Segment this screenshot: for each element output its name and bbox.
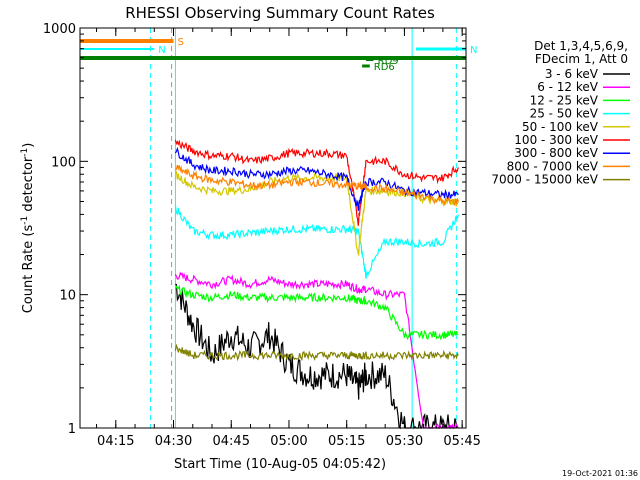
legend-label-7: 800 - 7000 keV — [507, 159, 599, 173]
y-axis-label-sup-2: -1 — [20, 148, 30, 157]
y-tick-label-0: 1 — [68, 422, 76, 437]
y-axis-label: Count Rate (s-1 detector-1) — [20, 143, 36, 314]
legend-header-line-1: Det 1,3,4,5,6,9, — [534, 39, 628, 53]
y-axis-label-part-1: Count Rate (s — [21, 225, 36, 314]
x-tick-label-3: 05:00 — [270, 434, 307, 449]
legend-header-line-2: FDecim 1, Att 0 — [535, 52, 628, 66]
series-line-1 — [174, 271, 459, 430]
y-axis-label-part-2: detector — [21, 156, 36, 216]
legend-label-5: 100 - 300 keV — [514, 133, 598, 147]
series-line-8 — [174, 343, 459, 362]
flag-bar-label-2: N — [470, 45, 477, 56]
x-tick-label-2: 04:45 — [213, 434, 250, 449]
flag-bar-label-1: N — [158, 45, 165, 56]
legend-label-4: 50 - 100 keV — [522, 120, 599, 134]
series-line-2 — [174, 284, 459, 341]
chart-title: RHESSI Observing Summary Count Rates — [125, 4, 435, 22]
series-line-6 — [174, 146, 459, 212]
y-axis-label-part-3: ) — [21, 143, 36, 148]
axes-group: 1 10 100 1000 04:15 04:30 04:45 05:00 05:15 05:30… — [43, 22, 481, 449]
x-tick-label-1: 04:30 — [155, 434, 192, 449]
legend-label-8: 7000 - 15000 keV — [491, 173, 598, 187]
y-tick-label-2: 100 — [51, 155, 76, 170]
legend-label-2: 12 - 25 keV — [530, 93, 599, 107]
flag-bar-label-5: RD9 — [378, 56, 399, 67]
y-tick-label-1: 10 — [59, 289, 76, 304]
x-tick-label-0: 04:15 — [97, 434, 134, 449]
flag-bar-label-0: S — [178, 37, 184, 48]
timestamp: 19-Oct-2021 01:36 — [562, 469, 638, 478]
flag-bar-label-4: RD6 — [374, 62, 395, 73]
series-line-5 — [174, 139, 459, 226]
legend-label-3: 25 - 50 keV — [530, 107, 599, 121]
x-tick-label-4: 05:15 — [328, 434, 365, 449]
x-tick-label-5: 05:30 — [386, 434, 423, 449]
legend-label-6: 300 - 800 keV — [514, 146, 598, 160]
legend-label-0: 3 - 6 keV — [545, 67, 599, 81]
y-axis-label-sup-1: -1 — [20, 216, 30, 225]
legend-label-1: 6 - 12 keV — [537, 80, 599, 94]
plot-frame — [79, 27, 467, 429]
x-tick-label-6: 05:45 — [443, 434, 480, 449]
series-line-7 — [175, 164, 459, 207]
y-tick-label-3: 1000 — [43, 22, 76, 37]
series-line-3 — [174, 204, 459, 279]
x-axis-label: Start Time (10-Aug-05 04:05:42) — [174, 457, 386, 472]
